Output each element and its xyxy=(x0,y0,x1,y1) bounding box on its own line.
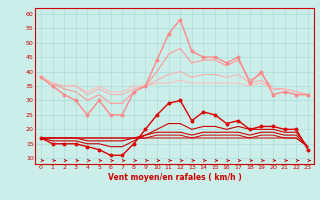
X-axis label: Vent moyen/en rafales ( km/h ): Vent moyen/en rafales ( km/h ) xyxy=(108,173,241,182)
